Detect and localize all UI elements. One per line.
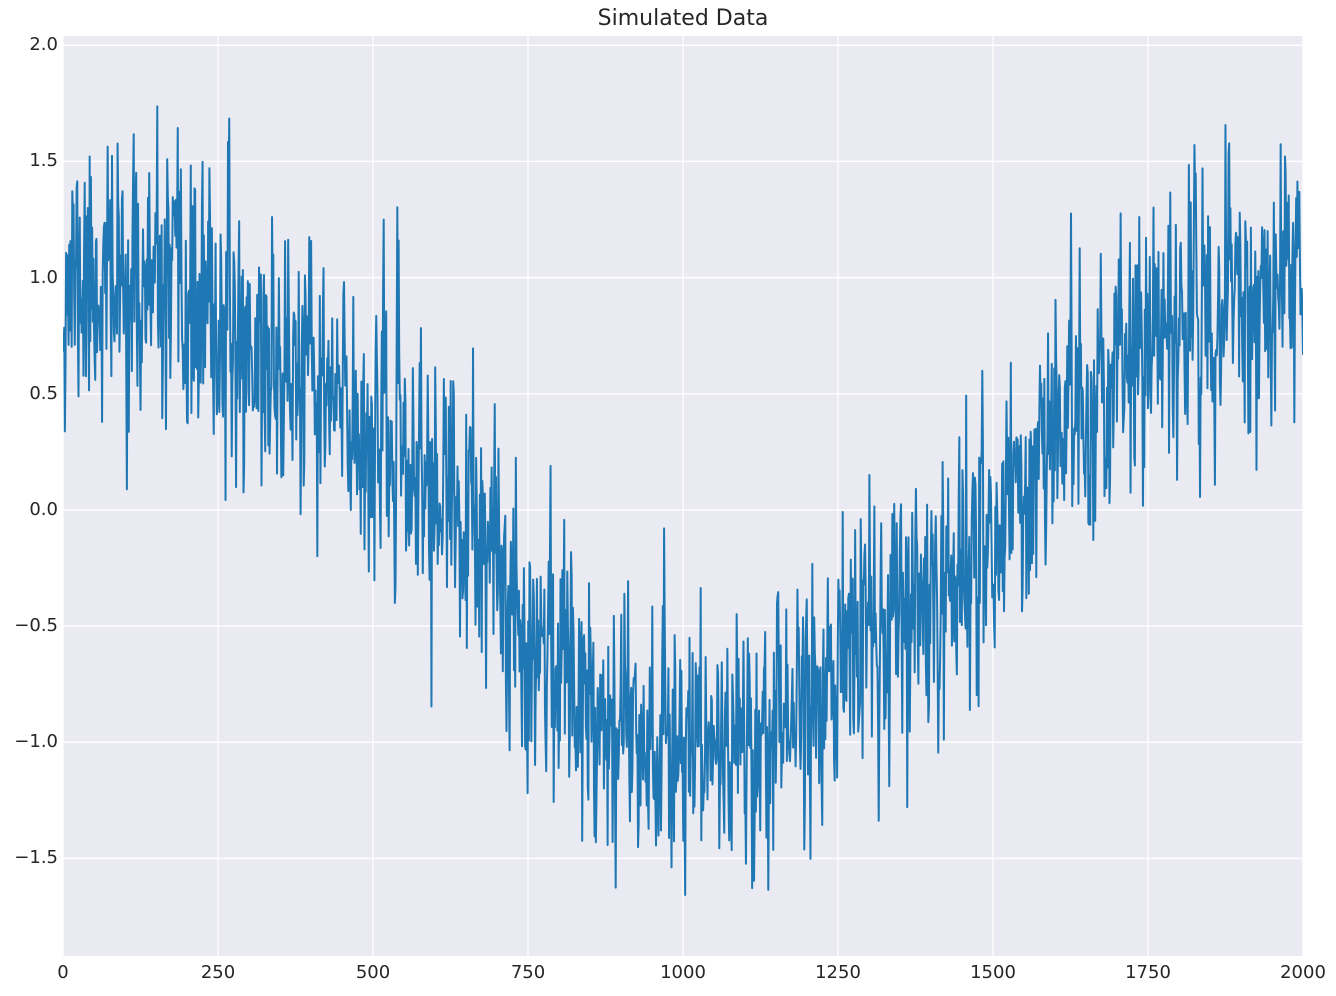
x-tick-label: 500 xyxy=(355,962,391,983)
x-tick-label: 1500 xyxy=(970,962,1016,983)
chart-title: Simulated Data xyxy=(597,6,769,31)
x-tick-label: 250 xyxy=(200,962,236,983)
x-tick-label: 1250 xyxy=(815,962,861,983)
y-axis: 2.0 1.5 1.0 0.5 0.0 −0.5 −1.0 −1.5 xyxy=(0,0,58,996)
x-axis: 0 250 500 750 1000 1250 1500 1750 2000 xyxy=(0,960,1336,990)
plot-area xyxy=(63,36,1303,956)
y-tick-label: 0.5 xyxy=(29,382,58,404)
x-tick-label: 1000 xyxy=(660,962,706,983)
simulated-series xyxy=(63,105,1303,896)
y-tick-label: 0.0 xyxy=(29,498,58,520)
y-tick-label: 2.0 xyxy=(29,34,58,56)
y-tick-label: −1.5 xyxy=(14,847,58,869)
x-tick-label: 2000 xyxy=(1280,962,1326,983)
x-tick-label: 1750 xyxy=(1125,962,1171,983)
y-tick-label: −1.0 xyxy=(14,731,58,753)
line-chart-svg xyxy=(63,36,1303,956)
y-tick-label: 1.5 xyxy=(29,150,58,172)
x-tick-label: 750 xyxy=(510,962,546,983)
y-tick-label: −0.5 xyxy=(14,615,58,637)
y-tick-label: 1.0 xyxy=(29,266,58,288)
x-tick-label: 0 xyxy=(57,962,69,983)
